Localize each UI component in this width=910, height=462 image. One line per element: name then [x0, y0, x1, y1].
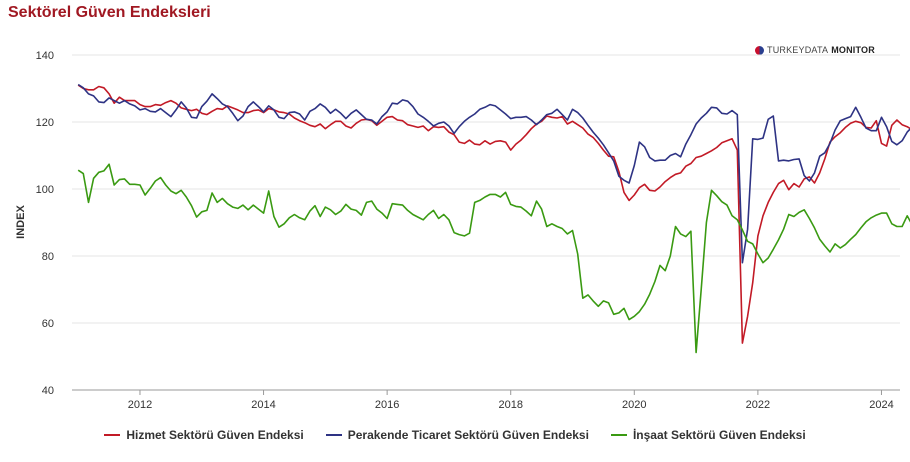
y-tick-label: 80	[42, 251, 54, 263]
x-tick-label: 2018	[498, 399, 522, 411]
y-axis-ticks: 40 60 80 100 120 140	[36, 50, 54, 397]
x-axis-ticks: 2012 2014 2016 2018 2020 2022 2024	[128, 390, 894, 411]
series-lines	[77, 83, 910, 354]
x-tick-label: 2024	[869, 399, 893, 411]
brand-prefix: TURKEYDATA	[767, 45, 829, 55]
legend: Hizmet Sektörü Güven Endeksi Perakende Ti…	[0, 428, 910, 442]
series-line-3	[77, 163, 910, 354]
globe-icon	[755, 45, 764, 55]
chart-title: Sektörel Güven Endeksleri	[8, 4, 211, 21]
brand-suffix: MONITOR	[831, 45, 875, 55]
y-axis-label: INDEX	[15, 205, 27, 239]
y-tick-label: 120	[36, 117, 54, 129]
series-line-1	[77, 84, 910, 344]
legend-label: İnşaat Sektörü Güven Endeksi	[632, 428, 806, 442]
legend-item-3[interactable]: İnşaat Sektörü Güven Endeksi	[610, 428, 806, 442]
legend-item-1[interactable]: Hizmet Sektörü Güven Endeksi	[104, 428, 304, 442]
x-tick-label: 2012	[128, 399, 152, 411]
brand-logo: TURKEYDATA MONITOR	[755, 45, 875, 55]
legend-label: Hizmet Sektörü Güven Endeksi	[126, 428, 304, 442]
x-tick-label: 2014	[251, 399, 275, 411]
series-line-2	[77, 83, 910, 264]
grid-lines	[72, 54, 900, 391]
x-tick-label: 2016	[375, 399, 399, 411]
y-tick-label: 100	[36, 184, 54, 196]
legend-item-2[interactable]: Perakende Ticaret Sektörü Güven Endeksi	[325, 428, 589, 442]
y-tick-label: 140	[36, 50, 54, 62]
x-tick-label: 2022	[746, 399, 770, 411]
legend-swatch	[610, 434, 627, 436]
x-tick-label: 2020	[622, 399, 646, 411]
y-tick-label: 40	[42, 385, 54, 397]
legend-swatch	[325, 434, 342, 436]
y-tick-label: 60	[42, 318, 54, 330]
legend-swatch	[104, 434, 121, 436]
legend-label: Perakende Ticaret Sektörü Güven Endeksi	[347, 428, 589, 442]
line-chart: 40 60 80 100 120 140 2012 2014 2016 2018 2020 2022…	[15, 50, 910, 411]
